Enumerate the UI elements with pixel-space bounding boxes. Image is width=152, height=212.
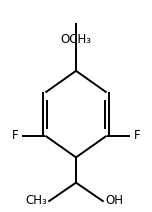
Text: OH: OH: [105, 194, 123, 207]
Text: OCH₃: OCH₃: [60, 33, 92, 46]
Text: F: F: [12, 129, 19, 142]
Text: CH₃: CH₃: [25, 194, 47, 207]
Text: F: F: [133, 129, 140, 142]
